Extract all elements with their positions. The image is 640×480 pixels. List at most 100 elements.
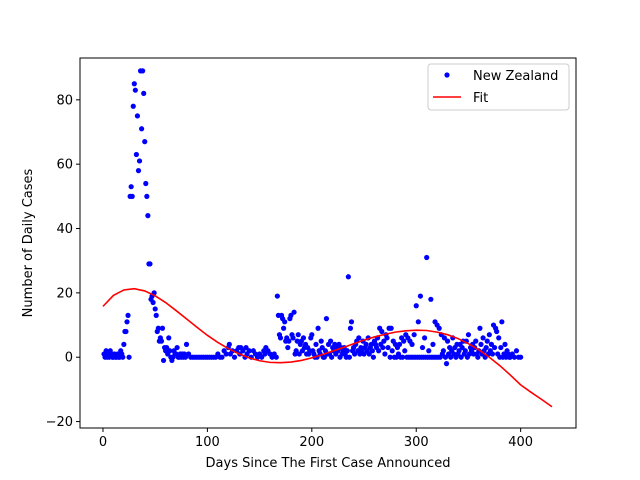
data-point [344,348,350,354]
data-point [152,306,158,312]
x-tick-label: 300 [404,435,429,450]
x-axis-label: Days Since The First Case Announced [206,456,451,471]
y-axis: −20 0 20 40 60 80 [46,93,80,430]
data-point [329,354,335,360]
data-point [294,338,300,344]
x-tick-label: 400 [508,435,533,450]
data-point [277,335,284,341]
data-point [309,332,315,338]
data-point [126,354,132,360]
data-point [160,357,167,364]
data-point [273,354,279,360]
data-point [465,332,472,338]
y-tick-label: 60 [56,158,73,173]
data-point [484,338,490,344]
data-point [125,312,131,318]
data-point [480,335,486,341]
data-point [415,319,421,325]
data-point [379,328,385,335]
data-point [174,344,180,351]
data-point [328,338,334,344]
data-point [419,344,426,351]
data-point [183,341,190,347]
y-tick-label: 20 [56,286,73,301]
data-point [413,303,419,309]
data-point [389,348,395,354]
data-point [121,341,127,347]
data-point [345,274,351,280]
data-point [246,348,252,354]
y-tick-label: 80 [56,93,73,108]
data-point [462,348,468,354]
data-point [381,338,387,344]
data-point [142,139,148,145]
legend-label-fit: Fit [473,91,488,106]
data-point [475,354,481,360]
data-point [223,351,229,357]
data-point [135,168,142,174]
data-point [370,354,377,360]
data-point [440,348,446,354]
data-point [150,299,156,306]
y-tick-label: 0 [65,351,73,366]
data-point [147,261,153,267]
data-point [153,312,159,318]
data-point [286,338,292,344]
data-point [285,344,291,351]
data-point [477,325,483,331]
data-point [384,335,390,341]
data-point [385,344,391,351]
data-point [428,296,434,302]
data-point [401,338,407,344]
data-point [361,351,367,357]
data-point [139,126,145,132]
data-point [376,348,382,354]
data-point [442,354,449,360]
data-point [436,325,442,331]
data-point [382,351,388,357]
axes-frame [79,57,577,429]
data-point [478,341,484,347]
data-point [444,338,451,344]
data-point [502,341,508,347]
data-point [296,351,302,357]
y-tick-label: 40 [56,222,73,237]
data-point [130,103,136,109]
data-point [368,341,374,347]
data-point [166,335,172,341]
x-tick-label: 100 [195,435,220,450]
data-point [488,341,495,347]
data-point [518,354,524,360]
data-point [259,354,265,360]
data-point [424,254,430,261]
data-point [456,348,462,354]
data-point [144,193,150,199]
data-point [489,351,496,357]
y-tick-label: −20 [46,415,73,430]
data-point [409,341,415,347]
data-point [123,328,129,335]
data-point [132,87,138,93]
data-point [348,319,355,325]
x-tick-label: 0 [99,435,107,450]
data-point [411,332,417,338]
data-point [321,354,327,360]
data-point [400,354,406,360]
data-point [499,319,505,325]
data-point [243,344,249,351]
data-point [274,293,280,299]
data-point [421,335,428,341]
data-point [498,344,504,351]
data-point [133,151,139,158]
data-point [441,335,448,341]
data-point [396,341,403,347]
data-point [226,341,232,347]
data-point [140,68,146,74]
data-point [430,341,436,347]
data-point [290,335,296,341]
data-point [159,325,166,331]
data-point [293,348,299,354]
data-point [145,213,151,219]
y-axis-label: Number of Daily Cases [21,168,36,317]
data-point [387,354,393,360]
